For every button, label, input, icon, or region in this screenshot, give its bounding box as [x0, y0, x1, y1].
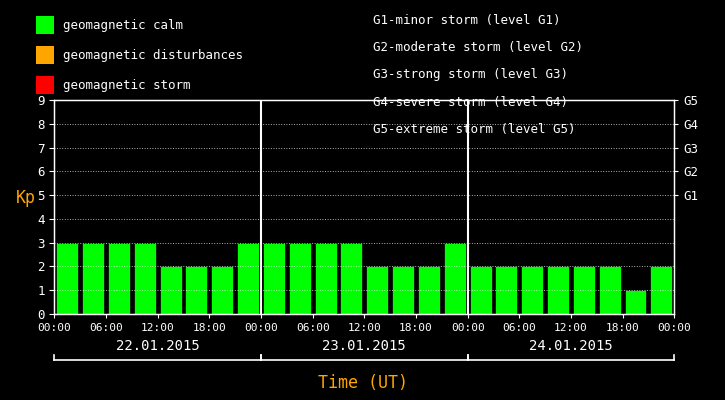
Text: 22.01.2015: 22.01.2015	[116, 339, 199, 353]
Bar	[650, 266, 672, 314]
Text: Time (UT): Time (UT)	[318, 374, 407, 392]
Bar	[392, 266, 414, 314]
Bar	[495, 266, 518, 314]
Bar	[108, 243, 130, 314]
Bar	[237, 243, 259, 314]
Bar	[366, 266, 388, 314]
Text: geomagnetic calm: geomagnetic calm	[63, 18, 183, 32]
Bar	[211, 266, 233, 314]
Bar	[341, 243, 362, 314]
Bar	[547, 266, 569, 314]
Text: geomagnetic storm: geomagnetic storm	[63, 78, 191, 92]
Text: G3-strong storm (level G3): G3-strong storm (level G3)	[373, 68, 568, 82]
Bar	[624, 290, 647, 314]
Bar	[444, 243, 465, 314]
Text: 23.01.2015: 23.01.2015	[323, 339, 406, 353]
Text: G1-minor storm (level G1): G1-minor storm (level G1)	[373, 14, 561, 27]
Bar	[263, 243, 285, 314]
Bar	[160, 266, 181, 314]
Text: G2-moderate storm (level G2): G2-moderate storm (level G2)	[373, 41, 584, 54]
Bar	[599, 266, 621, 314]
Text: G4-severe storm (level G4): G4-severe storm (level G4)	[373, 96, 568, 109]
Bar	[289, 243, 311, 314]
Bar	[573, 266, 594, 314]
Bar	[418, 266, 440, 314]
Bar	[134, 243, 156, 314]
Bar	[57, 243, 78, 314]
Bar	[82, 243, 104, 314]
Bar	[315, 243, 336, 314]
Text: G5-extreme storm (level G5): G5-extreme storm (level G5)	[373, 123, 576, 136]
Text: 24.01.2015: 24.01.2015	[529, 339, 613, 353]
Bar	[470, 266, 492, 314]
Text: geomagnetic disturbances: geomagnetic disturbances	[63, 48, 243, 62]
Bar	[521, 266, 543, 314]
Bar	[186, 266, 207, 314]
Y-axis label: Kp: Kp	[16, 189, 36, 207]
